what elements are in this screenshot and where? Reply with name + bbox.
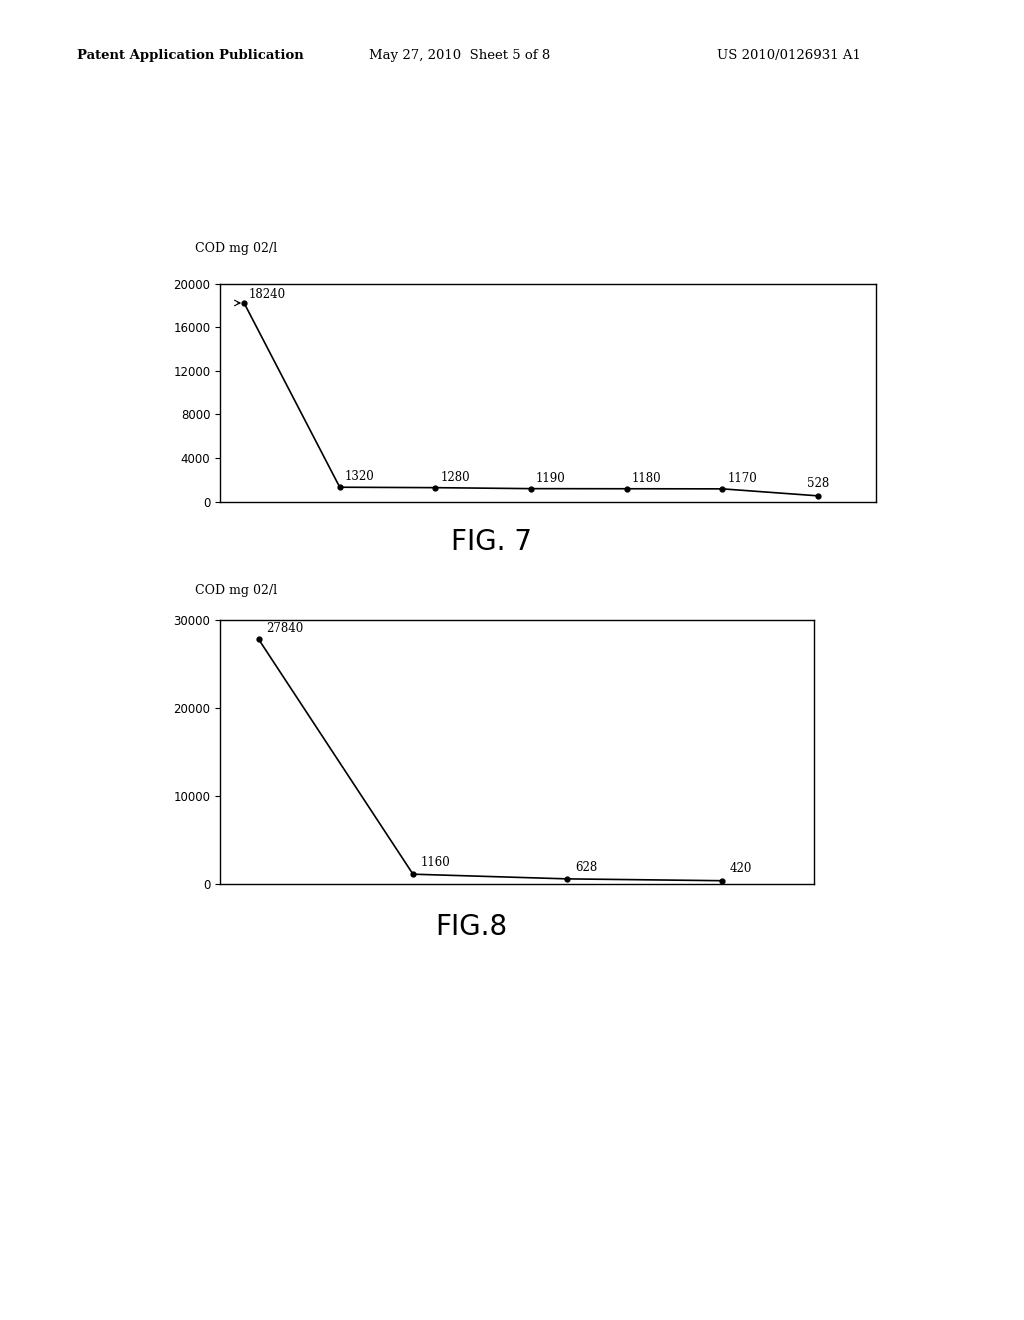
Text: May 27, 2010  Sheet 5 of 8: May 27, 2010 Sheet 5 of 8 [369,49,550,62]
Text: 1320: 1320 [344,470,375,483]
Text: 1160: 1160 [421,855,451,869]
Text: 1180: 1180 [632,473,662,484]
Text: 27840: 27840 [266,622,304,635]
Text: Patent Application Publication: Patent Application Publication [77,49,303,62]
Text: 628: 628 [574,861,597,874]
Text: COD mg 02/l: COD mg 02/l [195,242,276,255]
Text: US 2010/0126931 A1: US 2010/0126931 A1 [717,49,861,62]
Text: COD mg 02/l: COD mg 02/l [195,583,276,597]
Text: 1190: 1190 [536,471,565,484]
Text: 420: 420 [729,862,752,875]
Text: FIG.8: FIG.8 [435,913,507,941]
Text: 18240: 18240 [249,288,286,301]
Text: 1280: 1280 [440,471,470,484]
Text: 1170: 1170 [727,473,757,484]
Text: 528: 528 [807,478,829,491]
Text: FIG. 7: FIG. 7 [451,528,532,556]
